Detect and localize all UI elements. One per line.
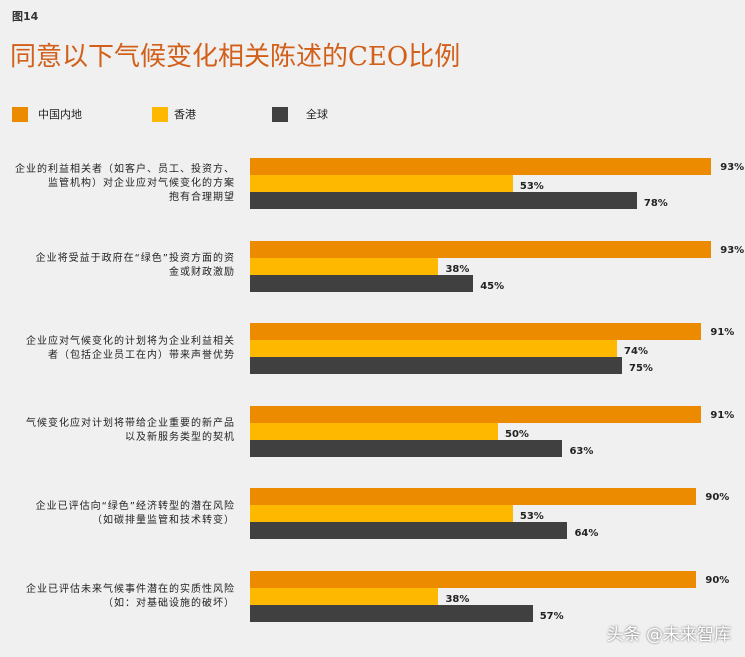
data-label: 53% <box>519 181 544 192</box>
watermark: 头条 @未来智库 <box>606 625 731 645</box>
category-label: 企业的利益相关者（如客户、员工、投资方、 监管机构）对企业应对气候变化的方案 抱有合… <box>15 163 235 203</box>
data-label: 78% <box>643 198 668 209</box>
bar <box>250 274 474 292</box>
data-label: 38% <box>445 594 470 605</box>
legend-swatch <box>152 106 168 122</box>
figure-label: 图14 <box>12 10 39 23</box>
bar <box>250 323 702 341</box>
data-label: 75% <box>629 363 653 375</box>
bar <box>250 158 712 175</box>
bar <box>250 422 498 440</box>
data-label: 91% <box>710 327 735 339</box>
bar <box>250 439 563 457</box>
legend-item: 全球 <box>272 106 328 122</box>
data-label: 91% <box>710 409 735 421</box>
legend-label: 全球 <box>306 108 328 121</box>
data-label: 45% <box>480 280 505 292</box>
bar <box>250 257 439 275</box>
category-label: 企业已评估未来气候事件潜在的实质性风险 （如：对基础设施的破坏） <box>26 583 235 609</box>
bar <box>250 571 697 588</box>
legend-label: 中国内地 <box>38 108 82 121</box>
data-label: 63% <box>569 445 594 457</box>
bar <box>250 505 513 523</box>
legend-label: 香港 <box>174 108 196 121</box>
data-label: 38% <box>445 263 470 275</box>
category-label: 企业将受益于政府在“绿色”投资方面的资 金或财政激励 <box>35 253 235 279</box>
data-label: 93% <box>720 162 745 173</box>
bar <box>250 340 618 358</box>
legend-item: 中国内地 <box>12 106 82 122</box>
data-label: 90% <box>705 492 730 504</box>
bar <box>250 605 533 622</box>
bar <box>250 488 697 506</box>
bar <box>250 175 513 192</box>
bar <box>250 405 702 423</box>
data-label: 64% <box>574 528 599 540</box>
data-label: 93% <box>720 244 745 256</box>
bar <box>250 192 637 209</box>
legend-item: 香港 <box>152 106 196 122</box>
bar <box>250 588 439 605</box>
category-label: 企业应对气候变化的计划将为企业利益相关 者（包括企业员工在内）带来声誉优势 <box>26 335 235 361</box>
category-label: 企业已评估向“绿色”经济转型的潜在风险 （如碳排量监管和技术转变） <box>35 500 235 526</box>
category-label: 气候变化应对计划将带给企业重要的新产品 以及新服务类型的契机 <box>26 418 235 444</box>
bar <box>250 357 622 375</box>
bar <box>250 522 568 540</box>
data-label: 74% <box>624 346 648 358</box>
legend-swatch <box>12 106 28 122</box>
data-label: 53% <box>519 511 544 523</box>
data-label: 90% <box>705 575 730 586</box>
data-label: 50% <box>505 428 529 440</box>
legend-swatch <box>272 106 288 122</box>
chart-title: 同意以下气候变化相关陈述的CEO比例 <box>10 42 461 72</box>
data-label: 57% <box>539 611 564 622</box>
bar <box>250 240 712 258</box>
